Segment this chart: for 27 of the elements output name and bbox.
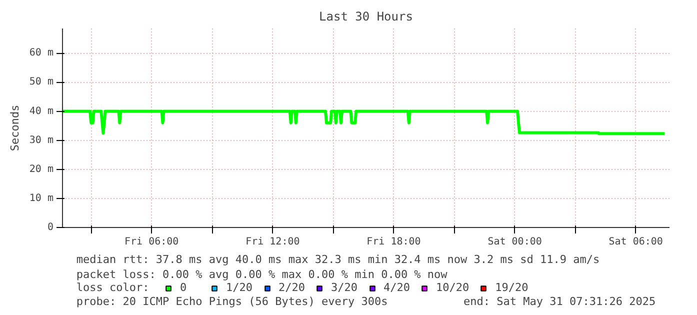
legend-label: 2/20: [278, 281, 305, 294]
x-tick-label: Fri 12:00: [246, 236, 300, 248]
y-tick-label: 10 m: [29, 192, 54, 204]
y-tick-label: 20 m: [29, 164, 54, 175]
line-series: [62, 110, 666, 136]
legend-label: 4/20: [384, 281, 410, 294]
legend-label: 10/20: [436, 281, 470, 294]
x-tick-label: Fri 18:00: [366, 236, 421, 248]
legend-label: 0: [180, 281, 188, 294]
legend-title: loss color:: [76, 281, 150, 294]
legend-label: 3/20: [331, 281, 358, 294]
x-tick-label: Fri 06:00: [124, 236, 179, 248]
y-tick-label: 60 m: [29, 48, 54, 59]
text: packet loss: 0.00 % avg 0.00 % max 0.00 % min 0.00 % now: [76, 268, 448, 281]
x-tick-label: Sat 06:00: [608, 236, 663, 248]
text: probe: 20 ICMP Echo Pings (56 Bytes) every 300s: [76, 295, 388, 308]
legend-label: 19/20: [495, 281, 528, 294]
y-axis-title: Seconds: [8, 104, 22, 152]
y-tick-label: 50 m: [29, 76, 54, 88]
text: end: Sat May 31 07:31:26 2025: [464, 295, 656, 308]
y-tick-label: 30 m: [29, 134, 54, 146]
legend-label: 1/20: [226, 281, 252, 294]
y-tick-label: 0: [47, 222, 54, 233]
text: median rtt: 37.8 ms avg 40.0 ms max 32.3 ms min 32.4 ms now 3.2 ms sd 11.9 am/s: [76, 253, 600, 266]
x-tick-label: Sat 00:00: [488, 236, 542, 248]
chart-title: Last 30 Hours: [319, 10, 413, 24]
y-tick-label: 40 m: [29, 106, 54, 117]
